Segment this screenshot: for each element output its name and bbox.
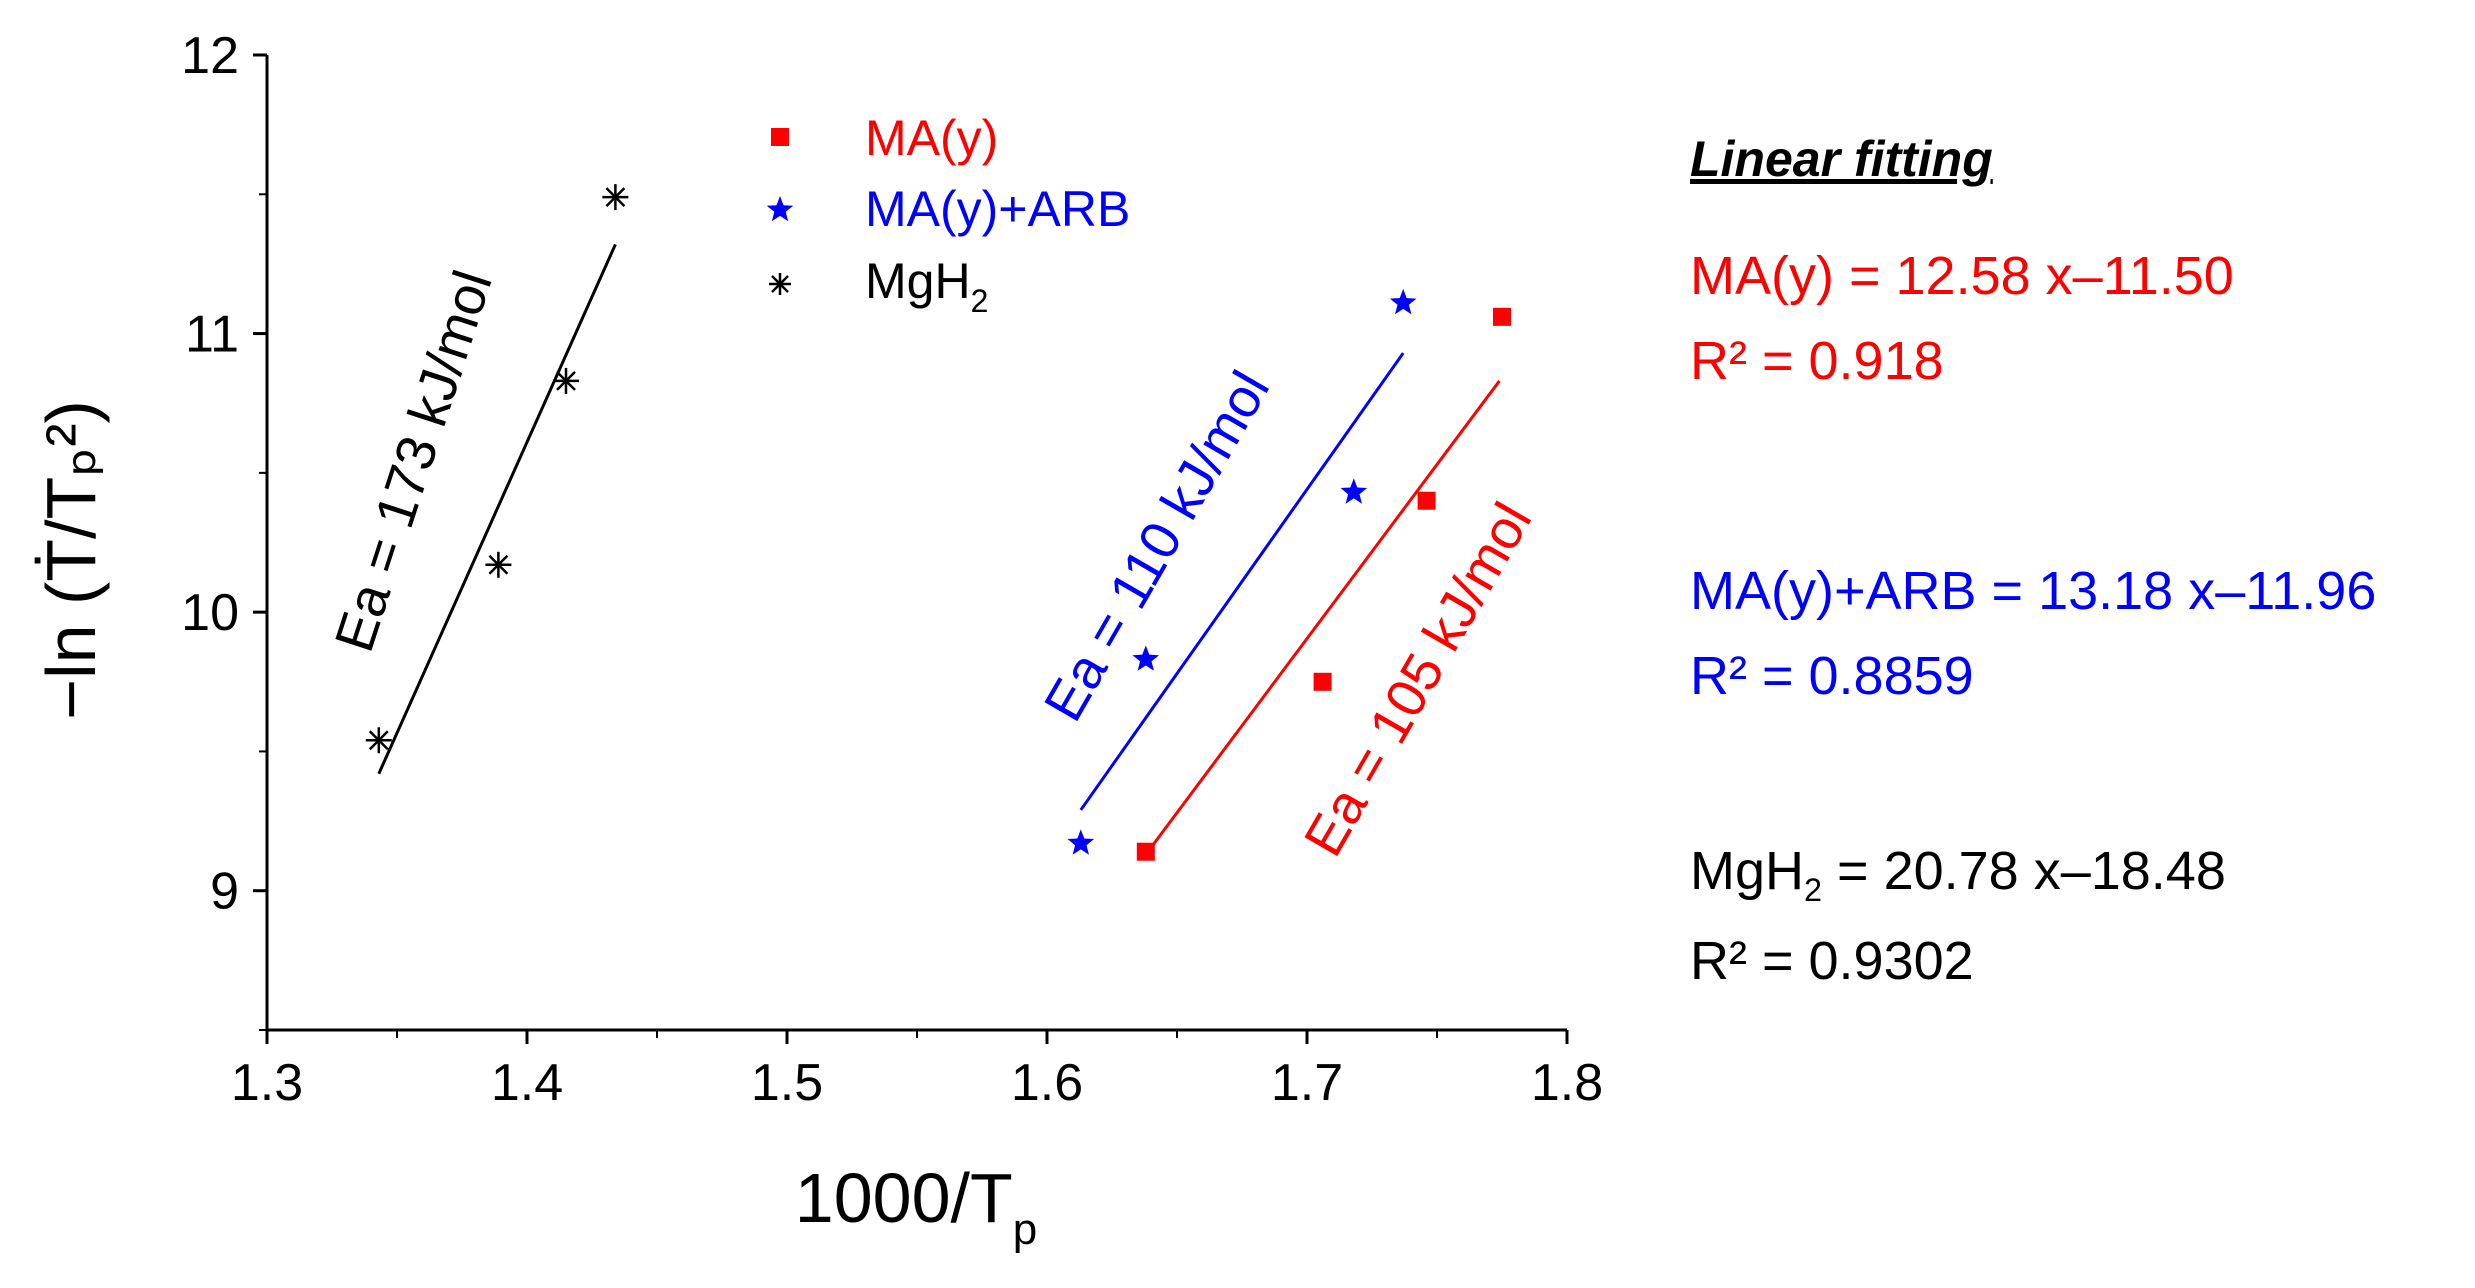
y-axis-ticks: 9 10 11 12 [181,27,267,1031]
legend-label-ma-y-arb: MA(y)+ARB [865,181,1130,237]
data-point-square-0-3 [1493,307,1511,326]
x-axis-title: 1000/Tp [795,1159,1037,1254]
annotation-ma-y-arb: Ea = 110 kJ/mol [1032,361,1282,731]
legend-marker-ma-y [771,128,789,146]
data-markers [365,184,1511,861]
x-tick-label: 1.7 [1271,1054,1343,1112]
linear-fitting-heading: Linear fitting [1690,131,1993,187]
fit-line-1 [1079,352,1405,811]
x-tick-label: 1.4 [491,1054,563,1112]
legend-label-mgh2: MgH2 [865,253,988,319]
fit-r2-ma-y-arb: R² = 0.8859 [1690,646,1974,706]
data-point-star-1-2 [1340,478,1368,504]
data-point-star-1-1 [1132,645,1160,671]
data-point-asterisk-2-1 [485,551,512,578]
fit-equation-ma-y: MA(y) = 12.58 x–11.50 [1690,246,2234,306]
data-point-star-1-0 [1067,829,1095,855]
x-axis-ticks: 1.3 1.4 1.5 1.6 1.7 1.8 [231,1030,1603,1112]
data-point-square-0-0 [1136,842,1155,861]
y-tick-label: 10 [181,584,239,642]
legend-marker-mgh2 [769,273,791,295]
fit-line-2 [377,243,617,775]
data-point-asterisk-2-0 [365,727,392,754]
x-tick-label: 1.5 [751,1054,823,1112]
data-point-square-0-2 [1417,491,1436,510]
data-point-square-0-1 [1313,672,1332,691]
x-tick-label: 1.3 [231,1054,303,1112]
legend: MA(y) MA(y)+ARB MgH2 [766,110,1130,319]
y-tick-label: 11 [185,306,239,364]
fit-equation-mgh2: MgH2 = 20.78 x–18.48 [1690,841,2226,908]
y-tick-label: 12 [181,27,239,85]
legend-label-ma-y: MA(y) [865,110,998,166]
fit-lines [377,243,1501,856]
x-tick-label: 1.6 [1011,1054,1083,1112]
data-point-asterisk-2-3 [602,184,629,211]
fit-r2-mgh2: R² = 0.9302 [1690,931,1974,991]
data-point-asterisk-2-2 [553,367,579,394]
legend-marker-ma-y-arb [766,196,794,222]
fit-line-0 [1144,380,1501,856]
data-point-star-1-3 [1389,288,1417,315]
svg-text:−ln (Ṫ/Tₚ²): −ln (Ṫ/Tₚ²) [32,400,110,720]
annotation-mgh2: Ea = 173 kJ/mol [322,263,503,659]
y-axis-title: −ln (Ṫ/Tₚ²) [32,400,110,720]
x-tick-label: 1.8 [1531,1054,1603,1112]
fit-r2-ma-y: R² = 0.918 [1690,331,1944,391]
fit-equation-ma-y-arb: MA(y)+ARB = 13.18 x–11.96 [1690,561,2377,621]
y-tick-label: 9 [210,863,239,921]
